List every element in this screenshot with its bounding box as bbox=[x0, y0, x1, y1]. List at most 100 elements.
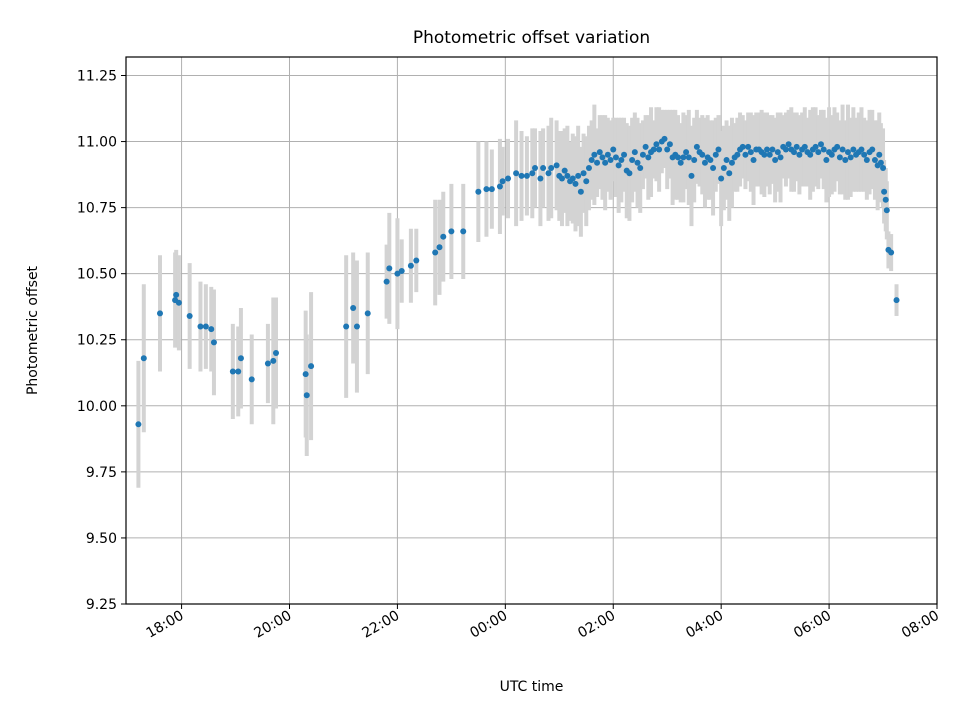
data-point bbox=[210, 339, 217, 346]
x-tick-label: 08:00 bbox=[899, 608, 942, 642]
data-point bbox=[723, 157, 730, 164]
data-point bbox=[208, 326, 215, 333]
data-point bbox=[140, 355, 147, 362]
data-point bbox=[583, 178, 590, 185]
data-point bbox=[561, 167, 568, 174]
data-point bbox=[842, 157, 849, 164]
data-point bbox=[881, 188, 888, 195]
y-axis-label: Photometric offset bbox=[25, 265, 41, 395]
x-tick-label: 06:00 bbox=[791, 608, 834, 642]
data-point bbox=[772, 157, 779, 164]
data-point bbox=[820, 146, 827, 153]
data-point bbox=[626, 170, 633, 177]
data-point bbox=[850, 146, 857, 153]
data-point bbox=[828, 151, 835, 158]
data-point bbox=[876, 151, 883, 158]
data-point bbox=[685, 154, 692, 161]
x-tick-label: 18:00 bbox=[144, 608, 187, 642]
data-point bbox=[677, 159, 684, 166]
data-point bbox=[634, 159, 641, 166]
data-point bbox=[548, 164, 555, 171]
y-tick-label: 9.75 bbox=[86, 465, 117, 481]
data-point bbox=[621, 151, 628, 158]
data-point bbox=[545, 170, 552, 177]
data-point bbox=[202, 323, 209, 330]
data-point bbox=[173, 291, 180, 298]
data-point bbox=[175, 299, 182, 306]
data-point bbox=[796, 151, 803, 158]
data-point bbox=[718, 175, 725, 182]
data-point bbox=[817, 141, 824, 148]
plot-frame bbox=[125, 56, 938, 605]
data-point bbox=[728, 159, 735, 166]
data-point bbox=[645, 154, 652, 161]
data-point bbox=[599, 154, 606, 161]
data-point bbox=[793, 143, 800, 150]
data-point bbox=[475, 188, 482, 195]
data-point bbox=[715, 146, 722, 153]
data-point bbox=[710, 164, 717, 171]
data-point bbox=[353, 323, 360, 330]
data-point bbox=[777, 154, 784, 161]
data-point bbox=[766, 151, 773, 158]
data-point bbox=[197, 323, 204, 330]
data-point bbox=[588, 157, 595, 164]
data-point bbox=[607, 157, 614, 164]
data-point bbox=[572, 180, 579, 187]
data-point bbox=[750, 157, 757, 164]
data-point bbox=[499, 178, 506, 185]
data-point bbox=[407, 262, 414, 269]
data-point bbox=[683, 149, 690, 156]
data-point bbox=[569, 175, 576, 182]
data-point bbox=[585, 164, 592, 171]
data-point bbox=[237, 355, 244, 362]
data-point bbox=[782, 146, 789, 153]
data-point bbox=[629, 157, 636, 164]
data-point bbox=[440, 233, 447, 240]
grid-lines bbox=[126, 57, 938, 605]
data-point bbox=[882, 196, 889, 203]
data-point bbox=[642, 143, 649, 150]
data-point bbox=[264, 360, 271, 367]
data-point bbox=[135, 421, 142, 428]
data-point bbox=[688, 172, 695, 179]
chart-title: Photometric offset variation bbox=[413, 28, 650, 48]
data-point bbox=[413, 257, 420, 264]
data-point bbox=[877, 159, 884, 166]
data-point bbox=[844, 149, 851, 156]
data-point bbox=[591, 151, 598, 158]
data-point bbox=[496, 183, 503, 190]
data-point bbox=[707, 157, 714, 164]
data-point bbox=[631, 149, 638, 156]
data-point bbox=[532, 164, 539, 171]
data-point bbox=[691, 157, 698, 164]
data-point bbox=[639, 151, 646, 158]
data-point bbox=[364, 310, 371, 317]
data-point bbox=[836, 154, 843, 161]
data-point bbox=[537, 175, 544, 182]
data-point bbox=[858, 146, 865, 153]
data-point bbox=[774, 149, 781, 156]
data-point bbox=[893, 297, 900, 304]
data-point bbox=[888, 249, 895, 256]
data-point bbox=[839, 146, 846, 153]
data-point bbox=[815, 149, 822, 156]
y-tick-label: 10.25 bbox=[77, 333, 117, 349]
x-tick-label: 22:00 bbox=[359, 608, 402, 642]
data-point bbox=[483, 186, 490, 193]
error-bars bbox=[136, 104, 899, 488]
data-point bbox=[801, 143, 808, 150]
x-tick-label: 04:00 bbox=[683, 608, 726, 642]
data-point bbox=[303, 392, 310, 399]
data-point bbox=[518, 172, 525, 179]
y-tick-label: 11.25 bbox=[77, 68, 117, 84]
data-point bbox=[863, 157, 870, 164]
data-point bbox=[505, 175, 512, 182]
data-point bbox=[664, 146, 671, 153]
data-point bbox=[791, 149, 798, 156]
data-point bbox=[661, 135, 668, 142]
data-point bbox=[248, 376, 255, 383]
y-tick-label: 11.00 bbox=[77, 135, 117, 151]
data-point bbox=[553, 162, 560, 169]
